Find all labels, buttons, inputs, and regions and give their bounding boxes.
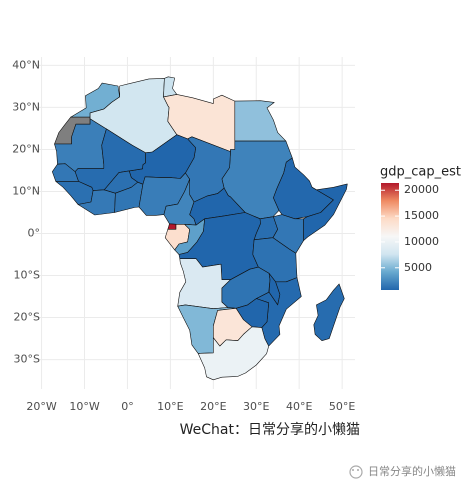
- y-tick-label: 40°N: [12, 58, 40, 71]
- colorbar-label: 10000: [404, 235, 439, 248]
- x-tick-label: 10°W: [69, 400, 99, 413]
- watermark-icon: [349, 465, 363, 479]
- y-tick-label: 10°N: [12, 184, 40, 197]
- country: [167, 223, 177, 230]
- country: [303, 183, 348, 241]
- y-tick-label: 10°S: [14, 269, 40, 282]
- y-tick-label: 20°S: [14, 311, 40, 324]
- colorbar-label: 5000: [404, 261, 432, 274]
- y-tick-label: 20°N: [12, 142, 40, 155]
- x-tick-label: 10°E: [157, 400, 183, 413]
- x-tick-label: 20°E: [200, 400, 226, 413]
- y-tick-label: 0°: [28, 227, 41, 240]
- colorbar-label: 20000: [404, 183, 439, 196]
- colorbar: [381, 183, 399, 290]
- x-tick-label: 0°: [121, 400, 134, 413]
- colorbar-label: 15000: [404, 209, 439, 222]
- legend-title: gdp_cap_est: [380, 165, 461, 180]
- x-tick-label: 20°W: [26, 400, 56, 413]
- country: [163, 76, 178, 98]
- y-tick-label: 30°N: [12, 100, 40, 113]
- country: [313, 283, 345, 342]
- x-tick-label: 40°E: [286, 400, 312, 413]
- country: [234, 100, 287, 142]
- watermark: 日常分享的小懒猫: [368, 464, 456, 478]
- y-tick-label: 30°S: [14, 353, 40, 366]
- x-tick-label: 50°E: [329, 400, 355, 413]
- caption: WeChat：日常分享的小懒猫: [180, 421, 360, 438]
- x-tick-label: 30°E: [243, 400, 269, 413]
- country: [198, 326, 270, 381]
- country: [114, 181, 144, 213]
